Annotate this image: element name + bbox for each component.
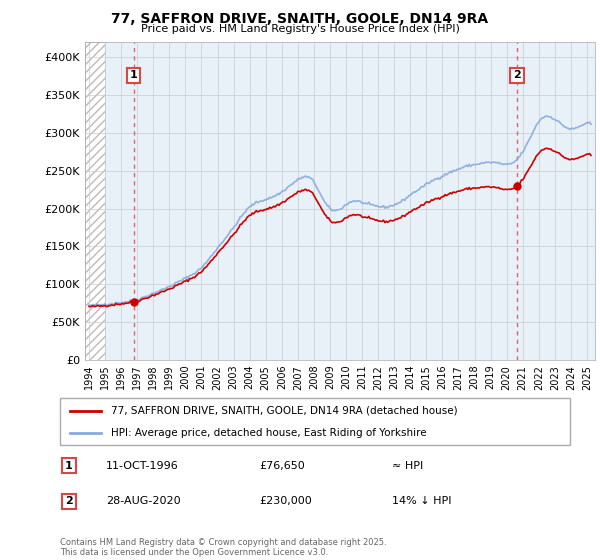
- Text: 28-AUG-2020: 28-AUG-2020: [106, 496, 181, 506]
- Text: HPI: Average price, detached house, East Riding of Yorkshire: HPI: Average price, detached house, East…: [111, 428, 427, 438]
- Text: Contains HM Land Registry data © Crown copyright and database right 2025.
This d: Contains HM Land Registry data © Crown c…: [60, 538, 386, 557]
- Text: 77, SAFFRON DRIVE, SNAITH, GOOLE, DN14 9RA: 77, SAFFRON DRIVE, SNAITH, GOOLE, DN14 9…: [112, 12, 488, 26]
- Text: 2: 2: [513, 71, 521, 81]
- Text: 14% ↓ HPI: 14% ↓ HPI: [392, 496, 451, 506]
- Text: £76,650: £76,650: [259, 461, 305, 470]
- Text: 1: 1: [130, 71, 137, 81]
- Bar: [85, 42, 105, 360]
- Text: ≈ HPI: ≈ HPI: [392, 461, 423, 470]
- Text: 1: 1: [65, 461, 73, 470]
- Bar: [85, 42, 105, 360]
- FancyBboxPatch shape: [60, 398, 570, 445]
- Text: £230,000: £230,000: [259, 496, 311, 506]
- Text: 11-OCT-1996: 11-OCT-1996: [106, 461, 179, 470]
- Text: 2: 2: [65, 496, 73, 506]
- Text: Price paid vs. HM Land Registry's House Price Index (HPI): Price paid vs. HM Land Registry's House …: [140, 24, 460, 34]
- Text: 77, SAFFRON DRIVE, SNAITH, GOOLE, DN14 9RA (detached house): 77, SAFFRON DRIVE, SNAITH, GOOLE, DN14 9…: [111, 406, 458, 416]
